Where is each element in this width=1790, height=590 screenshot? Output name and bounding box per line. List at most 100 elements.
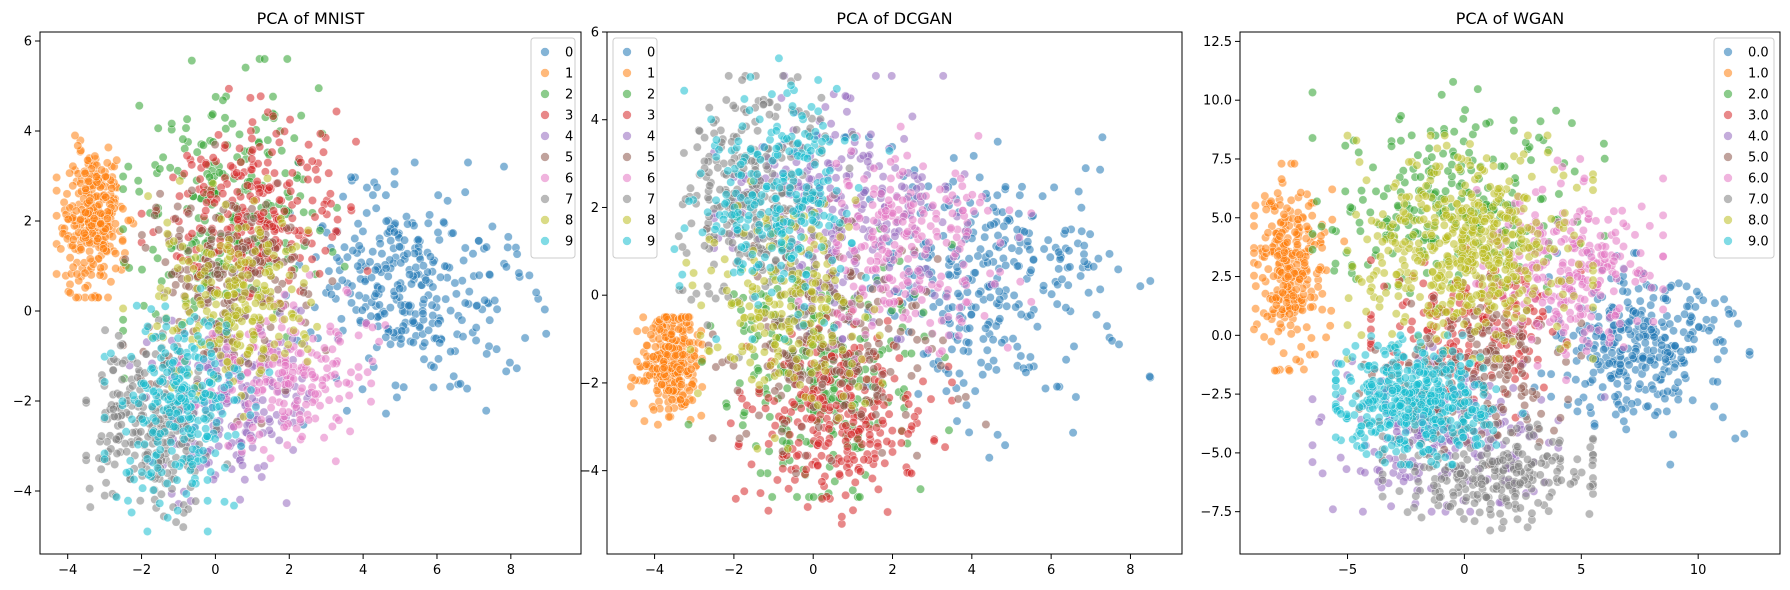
data-point xyxy=(110,219,120,229)
data-point xyxy=(160,301,170,311)
data-point xyxy=(363,266,373,276)
data-point xyxy=(929,436,939,446)
data-point xyxy=(1002,301,1012,311)
data-point xyxy=(901,410,911,420)
data-point xyxy=(317,380,327,390)
legend-marker xyxy=(540,152,550,162)
data-point xyxy=(203,475,213,485)
data-point xyxy=(127,414,137,424)
data-point xyxy=(375,239,385,249)
data-point xyxy=(819,318,829,328)
data-point xyxy=(304,415,314,425)
data-point xyxy=(1105,249,1115,259)
data-point xyxy=(197,226,207,236)
data-point xyxy=(1060,226,1070,236)
data-point xyxy=(220,140,230,150)
data-point xyxy=(147,402,157,412)
data-point xyxy=(295,415,305,425)
data-point xyxy=(112,155,122,165)
data-point xyxy=(205,340,215,350)
data-point xyxy=(851,317,861,327)
data-point xyxy=(941,386,951,396)
data-point xyxy=(242,180,252,190)
data-point xyxy=(832,292,842,302)
data-point xyxy=(869,189,879,199)
data-point xyxy=(889,373,899,383)
data-point xyxy=(216,392,226,402)
data-point xyxy=(683,419,693,429)
data-point xyxy=(692,142,702,152)
data-point xyxy=(693,388,703,398)
data-point xyxy=(65,288,75,298)
data-point xyxy=(844,222,854,232)
data-point xyxy=(301,237,311,247)
data-point xyxy=(831,173,841,183)
data-point xyxy=(367,272,377,282)
data-point xyxy=(746,312,756,322)
data-point xyxy=(993,430,1003,440)
data-point xyxy=(700,133,710,143)
data-point xyxy=(808,340,818,350)
data-point xyxy=(954,331,964,341)
x-tick-label: 4 xyxy=(359,563,367,578)
data-point xyxy=(754,380,764,390)
data-point xyxy=(813,75,823,85)
data-point xyxy=(791,468,801,478)
data-point xyxy=(745,357,755,367)
data-point xyxy=(381,409,391,419)
data-point xyxy=(842,442,852,452)
data-point xyxy=(684,386,694,396)
data-point xyxy=(785,326,795,336)
data-point xyxy=(223,357,233,367)
data-point xyxy=(485,315,495,325)
data-point xyxy=(908,215,918,225)
data-point xyxy=(418,261,428,271)
data-point xyxy=(118,224,128,234)
data-point xyxy=(102,214,112,224)
data-point xyxy=(210,434,220,444)
data-point xyxy=(80,283,90,293)
data-point xyxy=(232,339,242,349)
data-point xyxy=(898,313,908,323)
data-point xyxy=(350,234,360,244)
data-point xyxy=(952,416,962,426)
data-point xyxy=(143,191,153,201)
data-point xyxy=(428,310,438,320)
data-point xyxy=(243,304,253,314)
data-point xyxy=(419,295,429,305)
data-point xyxy=(96,208,106,218)
data-point xyxy=(380,320,390,330)
data-point xyxy=(942,238,952,248)
data-point xyxy=(816,93,826,103)
data-point xyxy=(285,115,295,125)
data-point xyxy=(394,242,404,252)
data-point xyxy=(340,262,350,272)
data-point xyxy=(930,291,940,301)
data-point xyxy=(229,422,239,432)
data-point xyxy=(505,358,515,368)
data-point xyxy=(446,347,456,357)
data-point xyxy=(824,424,834,434)
data-point xyxy=(918,376,928,386)
data-point xyxy=(921,244,931,254)
data-point xyxy=(850,477,860,487)
data-point xyxy=(262,173,272,183)
data-point xyxy=(137,209,147,219)
data-point xyxy=(271,262,281,272)
data-point xyxy=(938,71,948,81)
data-point xyxy=(993,137,1003,147)
data-point xyxy=(947,208,957,218)
data-point xyxy=(674,231,684,241)
data-point xyxy=(114,331,124,341)
data-point xyxy=(211,299,221,309)
data-point xyxy=(1076,271,1086,281)
data-point xyxy=(151,416,161,426)
data-point xyxy=(661,312,671,322)
data-point xyxy=(253,159,263,169)
data-point xyxy=(696,300,706,310)
data-point xyxy=(366,378,376,388)
data-point xyxy=(169,342,179,352)
data-point xyxy=(879,224,889,234)
data-point xyxy=(709,238,719,248)
data-point xyxy=(304,140,314,150)
